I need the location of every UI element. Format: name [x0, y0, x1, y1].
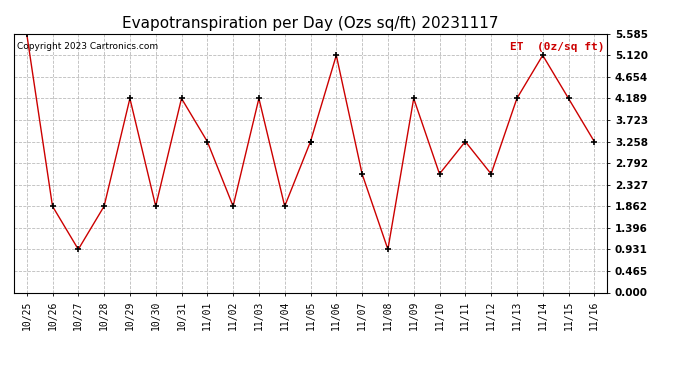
- Title: Evapotranspiration per Day (Ozs sq/ft) 20231117: Evapotranspiration per Day (Ozs sq/ft) 2…: [122, 16, 499, 31]
- Text: ET  (0z/sq ft): ET (0z/sq ft): [510, 42, 604, 51]
- Text: Copyright 2023 Cartronics.com: Copyright 2023 Cartronics.com: [17, 42, 158, 51]
